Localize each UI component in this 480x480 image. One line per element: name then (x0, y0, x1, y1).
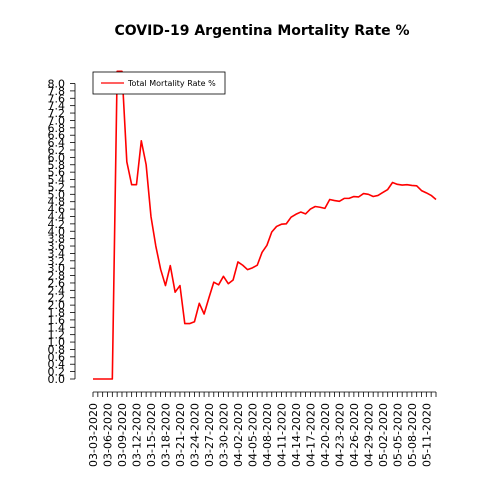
y-tick-label: 8.0 (48, 78, 66, 91)
y-tick-label: 5.6 (48, 166, 66, 179)
y-tick-label: 5.4 (48, 174, 66, 187)
y-tick-label: 7.6 (48, 92, 66, 105)
x-tick-label: 04-14-2020 (290, 403, 303, 467)
x-tick-label: 05-11-2020 (420, 403, 433, 467)
y-tick-label: 0.2 (48, 366, 66, 379)
y-tick-label: 4.0 (48, 225, 66, 238)
x-tick-label: 04-02-2020 (232, 403, 245, 467)
y-tick-label: 0.0 (48, 373, 66, 386)
y-tick-label: 3.6 (48, 240, 66, 253)
legend-box (92, 71, 226, 95)
x-tick-label: 03-27-2020 (203, 403, 216, 467)
y-tick-label: 6.2 (48, 144, 66, 157)
x-tick-label: 04-11-2020 (275, 403, 288, 467)
x-tick-label: 03-03-2020 (87, 403, 100, 467)
y-tick-label: 0.8 (48, 343, 66, 356)
y-tick-label: 2.8 (48, 270, 66, 283)
y-tick-label: 4.6 (48, 203, 66, 216)
y-tick-label: 4.8 (48, 196, 66, 209)
x-tick-label: 03-09-2020 (116, 403, 129, 467)
x-tick-label: 03-30-2020 (217, 403, 230, 467)
y-tick-label: 3.8 (48, 233, 66, 246)
x-tick-label: 04-20-2020 (319, 403, 332, 467)
x-tick-label: 04-29-2020 (362, 403, 375, 467)
y-tick-label: 7.0 (48, 114, 66, 127)
x-tick-label: 04-05-2020 (246, 403, 259, 467)
x-tick-label: 05-02-2020 (377, 403, 390, 467)
y-tick-label: 6.4 (48, 137, 66, 150)
y-tick-label: 7.4 (48, 100, 66, 113)
y-tick-label: 0.4 (48, 358, 66, 371)
x-tick-label: 03-18-2020 (159, 403, 172, 467)
x-tick-label: 04-23-2020 (333, 403, 346, 467)
y-tick-label: 2.0 (48, 299, 66, 312)
y-tick-label: 1.8 (48, 307, 66, 320)
y-tick-label: 6.0 (48, 151, 66, 164)
x-tick-label: 05-08-2020 (406, 403, 419, 467)
x-tick-label: 04-26-2020 (348, 403, 361, 467)
x-tick-label: 04-08-2020 (261, 403, 274, 467)
y-axis: 0.00.20.40.60.81.01.21.41.61.82.02.22.42… (48, 78, 76, 386)
y-tick-label: 2.6 (48, 277, 66, 290)
x-axis: 03-03-2020 03-06-2020 03-09-2020 03-12-2020… (87, 391, 437, 467)
legend-label: Total Mortality Rate % (127, 79, 216, 88)
series-layer (93, 70, 437, 380)
y-tick-label: 6.8 (48, 122, 66, 135)
y-tick-label: 2.4 (48, 284, 66, 297)
y-tick-label: 3.0 (48, 262, 66, 275)
x-tick-label: 03-06-2020 (101, 403, 114, 467)
y-tick-label: 2.2 (48, 292, 66, 305)
x-tick-label: 03-12-2020 (130, 403, 143, 467)
y-tick-label: 0.6 (48, 351, 66, 364)
chart-title: COVID-19 Argentina Mortality Rate % (114, 23, 409, 39)
x-tick-label: 05-05-2020 (391, 403, 404, 467)
y-tick-label: 5.0 (48, 188, 66, 201)
y-tick-label: 1.4 (48, 321, 66, 334)
x-tick-label: 03-21-2020 (174, 403, 187, 467)
y-tick-label: 1.6 (48, 314, 66, 327)
y-tick-label: 5.8 (48, 159, 66, 172)
y-tick-label: 4.4 (48, 210, 66, 223)
y-tick-label: 1.0 (48, 336, 66, 349)
x-tick-label: 03-24-2020 (188, 403, 201, 467)
y-tick-label: 6.6 (48, 129, 66, 142)
y-tick-label: 4.2 (48, 218, 66, 231)
y-tick-label: 7.8 (48, 85, 66, 98)
x-tick-label: 04-17-2020 (304, 403, 317, 467)
y-tick-label: 3.4 (48, 247, 66, 260)
y-tick-label: 1.2 (48, 329, 66, 342)
y-tick-label: 7.2 (48, 107, 66, 120)
y-tick-label: 5.2 (48, 181, 66, 194)
x-tick-label: 03-15-2020 (145, 403, 158, 467)
y-tick-label: 3.2 (48, 255, 66, 268)
series-line-total-mortality-rate (93, 70, 437, 380)
legend: Total Mortality Rate % (92, 71, 226, 95)
